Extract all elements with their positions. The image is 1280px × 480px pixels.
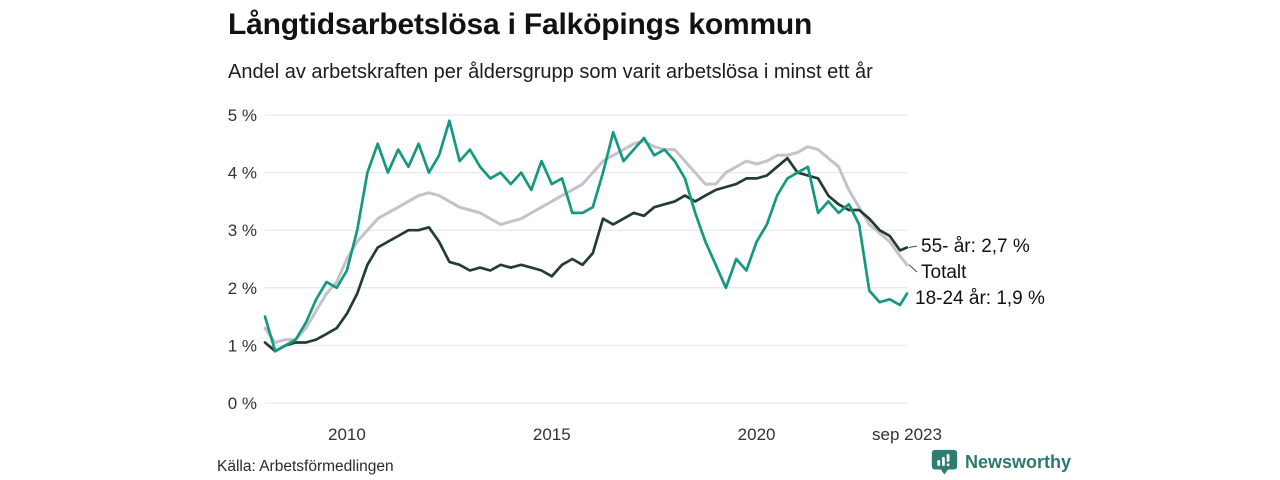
series-line-18-24 år xyxy=(263,119,909,353)
series-end-label-55- år: 55- år: 2,7 % xyxy=(921,236,1030,257)
y-tick-label: 4 % xyxy=(228,164,257,183)
newsworthy-logo: Newsworthy xyxy=(931,449,1071,476)
y-tick-label: 3 % xyxy=(228,221,257,240)
leader-line xyxy=(908,245,918,248)
y-tick-label: 0 % xyxy=(228,394,257,413)
y-tick-label: 2 % xyxy=(228,279,257,298)
series-end-label-18-24 år: 18-24 år: 1,9 % xyxy=(915,288,1045,309)
y-tick-label: 5 % xyxy=(228,106,257,125)
series-line-Totalt xyxy=(263,139,909,344)
brand-name: Newsworthy xyxy=(965,452,1072,472)
source-note: Källa: Arbetsförmedlingen xyxy=(217,458,394,475)
x-tick-label: sep 2023 xyxy=(872,425,942,444)
newsworthy-chart-bubble-icon xyxy=(931,449,958,475)
series-line-55- år xyxy=(263,156,909,353)
y-tick-label: 1 % xyxy=(228,336,257,355)
x-tick-label: 2020 xyxy=(738,425,776,444)
x-tick-label: 2010 xyxy=(328,425,366,444)
chart-subtitle: Andel av arbetskraften per åldersgrupp s… xyxy=(228,61,873,83)
series-end-label-Totalt: Totalt xyxy=(921,262,967,283)
x-tick-label: 2015 xyxy=(533,425,571,444)
chart-title: Långtidsarbetslösa i Falköpings kommun xyxy=(228,8,813,41)
leader-line xyxy=(908,264,918,273)
